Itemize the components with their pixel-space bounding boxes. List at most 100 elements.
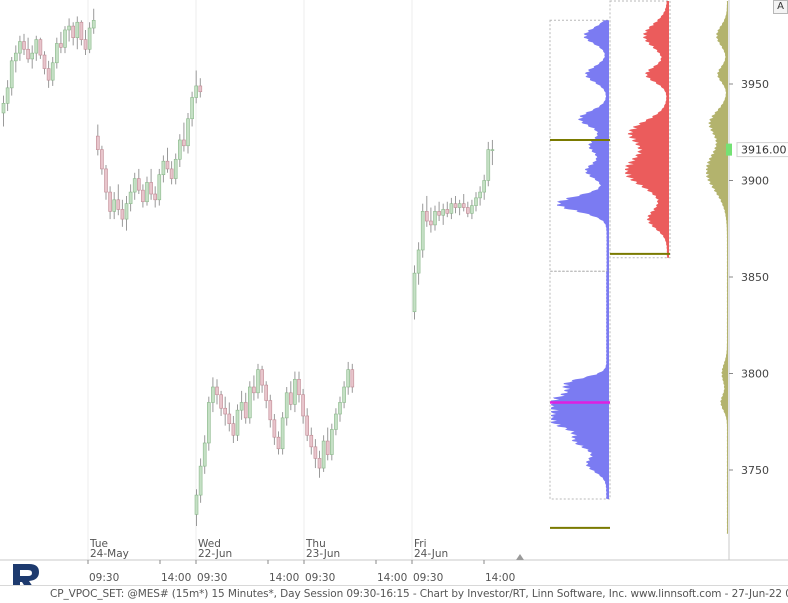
volume-profile (609, 0, 671, 259)
candle-down (465, 207, 470, 214)
candle-down (153, 193, 157, 201)
candle-up (457, 203, 462, 208)
time-tick-label: 14:00 (377, 572, 407, 584)
time-tick-label: 09:30 (197, 572, 227, 584)
candle-up (342, 386, 346, 403)
auto-scale-button[interactable]: A (773, 0, 788, 14)
day-label-dow: Thu (305, 538, 326, 550)
candle-up (346, 369, 351, 388)
candle-down (268, 400, 273, 421)
candle-down (137, 178, 141, 191)
candle-up (178, 139, 182, 160)
candle-down (26, 48, 30, 60)
candle-up (284, 392, 289, 419)
candle-down (198, 85, 203, 93)
candle-up (173, 158, 178, 179)
last-price-label: 3916.00 (741, 144, 787, 157)
candle-up (34, 39, 39, 54)
time-tick-label: 14:00 (485, 572, 515, 584)
candle-down (108, 191, 112, 212)
profile-shape (625, 1, 669, 258)
candle-down (437, 211, 441, 216)
volume-profile (706, 1, 728, 534)
candle-down (223, 407, 227, 415)
candle-up (5, 87, 10, 104)
candle-up (239, 402, 244, 411)
candle-up (474, 197, 478, 206)
candle-down (59, 43, 63, 48)
price-tick-label: 3900 (741, 175, 769, 188)
last-price-badge (736, 142, 788, 158)
candle-down (313, 446, 318, 459)
candle-down (149, 182, 153, 195)
candle-down (260, 369, 264, 386)
candle-up (293, 378, 297, 405)
candle-up (186, 118, 190, 147)
price-chart: 375038003850390039503916.00Tue24-MayWed2… (0, 0, 788, 584)
candle-down (79, 21, 84, 40)
day-label-dow: Wed (198, 538, 221, 550)
profile-box (549, 270, 611, 500)
candle-up (248, 386, 252, 419)
candle-up (14, 52, 18, 62)
candle-up (161, 160, 166, 176)
grid-layer (87, 0, 413, 560)
axis-layer: 375038003850390039503916.00Tue24-MayWed2… (0, 0, 788, 584)
candle-up (235, 409, 240, 436)
profile-shape (557, 20, 609, 272)
candle-down (104, 168, 108, 193)
candle-down (252, 386, 256, 394)
candle-down (219, 394, 223, 409)
day-label-date: 24-Jun (414, 548, 448, 560)
candle-up (190, 97, 194, 120)
profile-shape (551, 271, 609, 499)
candle-up (198, 465, 203, 496)
last-price-marker (726, 143, 732, 156)
candle-up (256, 369, 260, 394)
day-label-date: 24-May (90, 548, 129, 560)
candle-down (264, 384, 269, 401)
candle-down (350, 369, 355, 388)
price-tick-label: 3850 (741, 271, 769, 284)
candle-up (211, 386, 215, 403)
candle-down (227, 413, 232, 424)
candle-down (231, 423, 236, 436)
time-tick-label: 09:30 (89, 572, 119, 584)
candle-down (461, 203, 466, 208)
candle-up (124, 203, 129, 220)
candle-up (128, 191, 133, 204)
candle-down (116, 199, 121, 210)
candle-down (297, 378, 301, 396)
candle-up (67, 25, 71, 31)
candle-up (132, 178, 137, 193)
candle-down (165, 160, 170, 170)
candle-down (215, 386, 219, 396)
candle-down (169, 168, 174, 179)
candlestick-layer (1, 8, 495, 526)
time-tick-label: 09:30 (413, 572, 443, 584)
time-tick-label: 14:00 (269, 572, 299, 584)
candle-down (120, 209, 125, 220)
candle-up (412, 272, 417, 313)
candle-down (305, 415, 310, 436)
candle-up (416, 249, 421, 274)
candle-down (243, 402, 248, 419)
candle-down (288, 392, 293, 405)
candle-up (329, 429, 334, 455)
candle-down (83, 39, 88, 50)
candle-down (445, 209, 450, 214)
candle-down (96, 135, 100, 150)
candle-up (202, 442, 207, 467)
candle-up (280, 417, 285, 450)
current-time-marker (516, 554, 524, 560)
candle-up (112, 199, 116, 212)
day-label-dow: Tue (89, 538, 108, 550)
profile-shape (706, 1, 728, 534)
candle-up (18, 41, 22, 54)
candle-up (194, 85, 198, 98)
candle-down (325, 440, 330, 455)
candle-down (301, 394, 305, 417)
candle-up (145, 182, 149, 203)
candle-up (486, 149, 491, 181)
candle-up (441, 209, 446, 216)
